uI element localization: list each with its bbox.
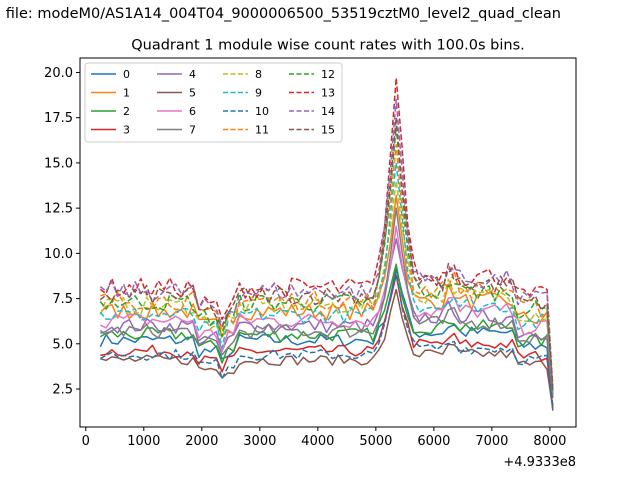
- legend-label-0: 0: [123, 68, 130, 81]
- x-tick-label: 8000: [533, 434, 566, 449]
- legend-label-7: 7: [189, 124, 196, 137]
- series-line-0: [99, 267, 554, 411]
- series-line-14: [99, 98, 554, 390]
- y-tick-label: 7.5: [52, 292, 73, 307]
- legend-label-14: 14: [321, 105, 335, 118]
- figure-suptitle: n file: modeM0/AS1A14_004T04_9000006500_…: [0, 6, 561, 22]
- legend-label-1: 1: [123, 87, 130, 100]
- legend-label-12: 12: [321, 68, 335, 81]
- chart-title: Quadrant 1 module wise count rates with …: [131, 38, 525, 54]
- legend-label-2: 2: [123, 105, 130, 118]
- series-layer: [99, 77, 554, 411]
- x-tick-label: 7000: [475, 434, 508, 449]
- legend-label-3: 3: [123, 124, 130, 137]
- y-tick-label: 10.0: [44, 247, 73, 262]
- legend-label-11: 11: [255, 124, 269, 137]
- series-line-9: [99, 162, 554, 393]
- legend-label-15: 15: [321, 124, 335, 137]
- legend-label-4: 4: [189, 68, 196, 81]
- x-tick-label: 2000: [185, 434, 218, 449]
- y-tick-label: 20.0: [44, 66, 73, 81]
- series-line-4: [100, 238, 554, 399]
- y-tick-label: 15.0: [44, 156, 73, 171]
- series-line-1: [99, 194, 554, 393]
- series-line-7: [99, 207, 554, 397]
- x-tick-label: 3000: [243, 434, 276, 449]
- y-axis: 2.5 5.0 7.5 10.0 12.5 15.0 17.5 20.0: [44, 66, 80, 398]
- legend-label-13: 13: [321, 87, 335, 100]
- series-line-10: [99, 270, 554, 406]
- legend-label-10: 10: [255, 105, 269, 118]
- y-tick-label: 5.0: [52, 337, 73, 352]
- legend-label-5: 5: [189, 87, 196, 100]
- x-tick-label: 0: [82, 434, 90, 449]
- plot-frame: [79, 57, 577, 428]
- legend-label-6: 6: [189, 105, 196, 118]
- series-line-15: [99, 116, 554, 391]
- series-line-2: [99, 263, 554, 399]
- series-line-5: [100, 288, 554, 410]
- x-tick-label: 5000: [359, 434, 392, 449]
- legend-box: [84, 62, 343, 143]
- legend-label-9: 9: [255, 87, 262, 100]
- series-line-8: [99, 180, 554, 391]
- y-tick-label: 12.5: [44, 202, 73, 217]
- x-tick-label: 1000: [127, 434, 160, 449]
- series-line-6: [99, 225, 554, 395]
- x-tick-label: 6000: [417, 434, 450, 449]
- y-tick-label: 17.5: [44, 111, 73, 126]
- legend-label-8: 8: [255, 68, 262, 81]
- y-tick-label: 2.5: [52, 383, 73, 398]
- x-axis: 0 1000 2000 3000 4000 5000 6000 7000 8000: [82, 427, 566, 449]
- series-line-11: [100, 144, 554, 390]
- x-offset-label: +4.9333e8: [503, 455, 576, 470]
- series-line-13: [99, 77, 554, 388]
- x-tick-label: 4000: [301, 434, 334, 449]
